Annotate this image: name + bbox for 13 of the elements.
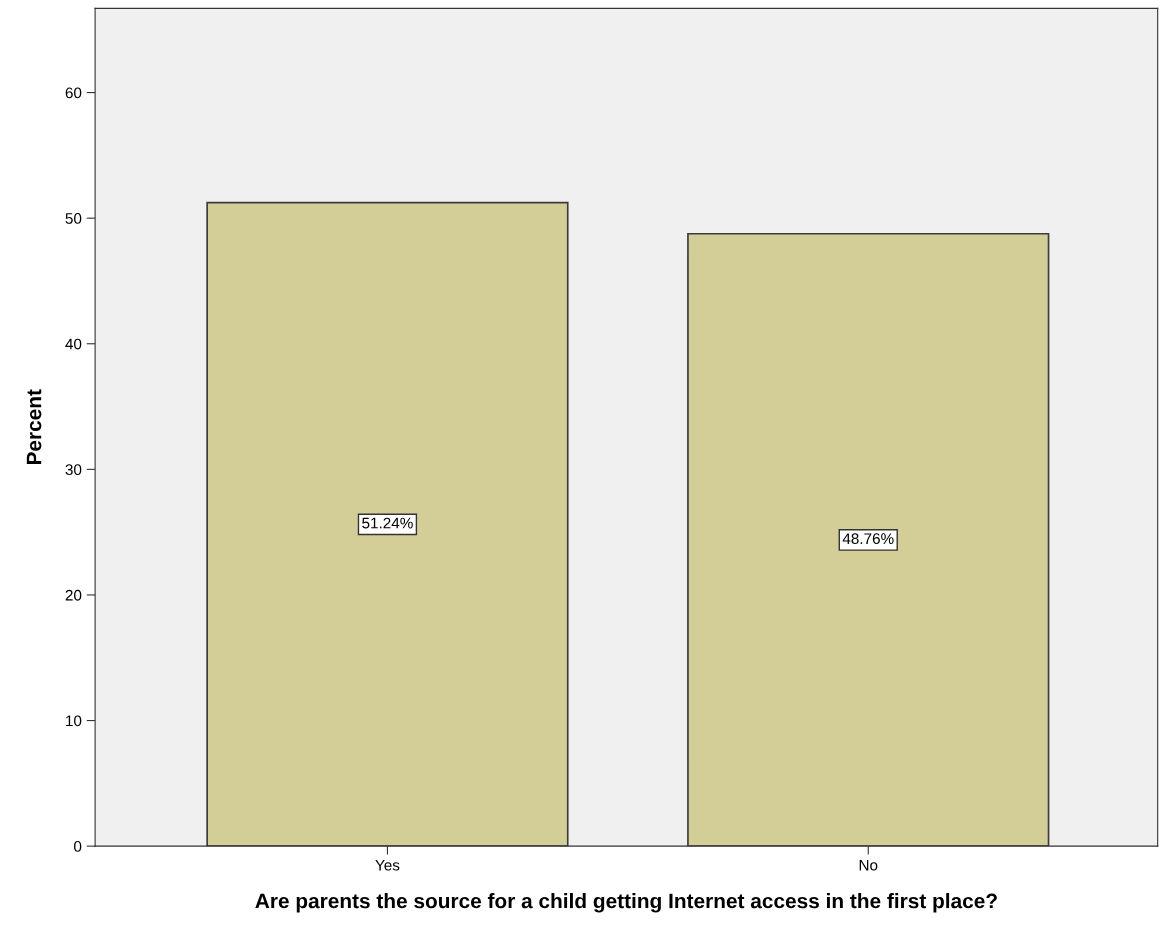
y-tick-label: 20	[65, 589, 82, 601]
y-axis-title: Percent	[26, 389, 42, 465]
data-label: 48.76%	[842, 533, 894, 545]
y-tick-label: 0	[74, 841, 82, 852]
data-label: 51.24%	[362, 517, 413, 529]
y-tick-label: 40	[65, 338, 82, 350]
y-tick-label: 30	[65, 464, 82, 476]
x-tick-label: Yes	[375, 859, 400, 871]
y-tick-label: 50	[65, 213, 82, 224]
x-axis-title: Are parents the source for a child getting Internet access in the first place?	[255, 893, 997, 913]
y-tick-label: 60	[65, 87, 82, 99]
y-tick-label: 10	[66, 715, 82, 727]
x-tick-label: No	[859, 859, 878, 871]
